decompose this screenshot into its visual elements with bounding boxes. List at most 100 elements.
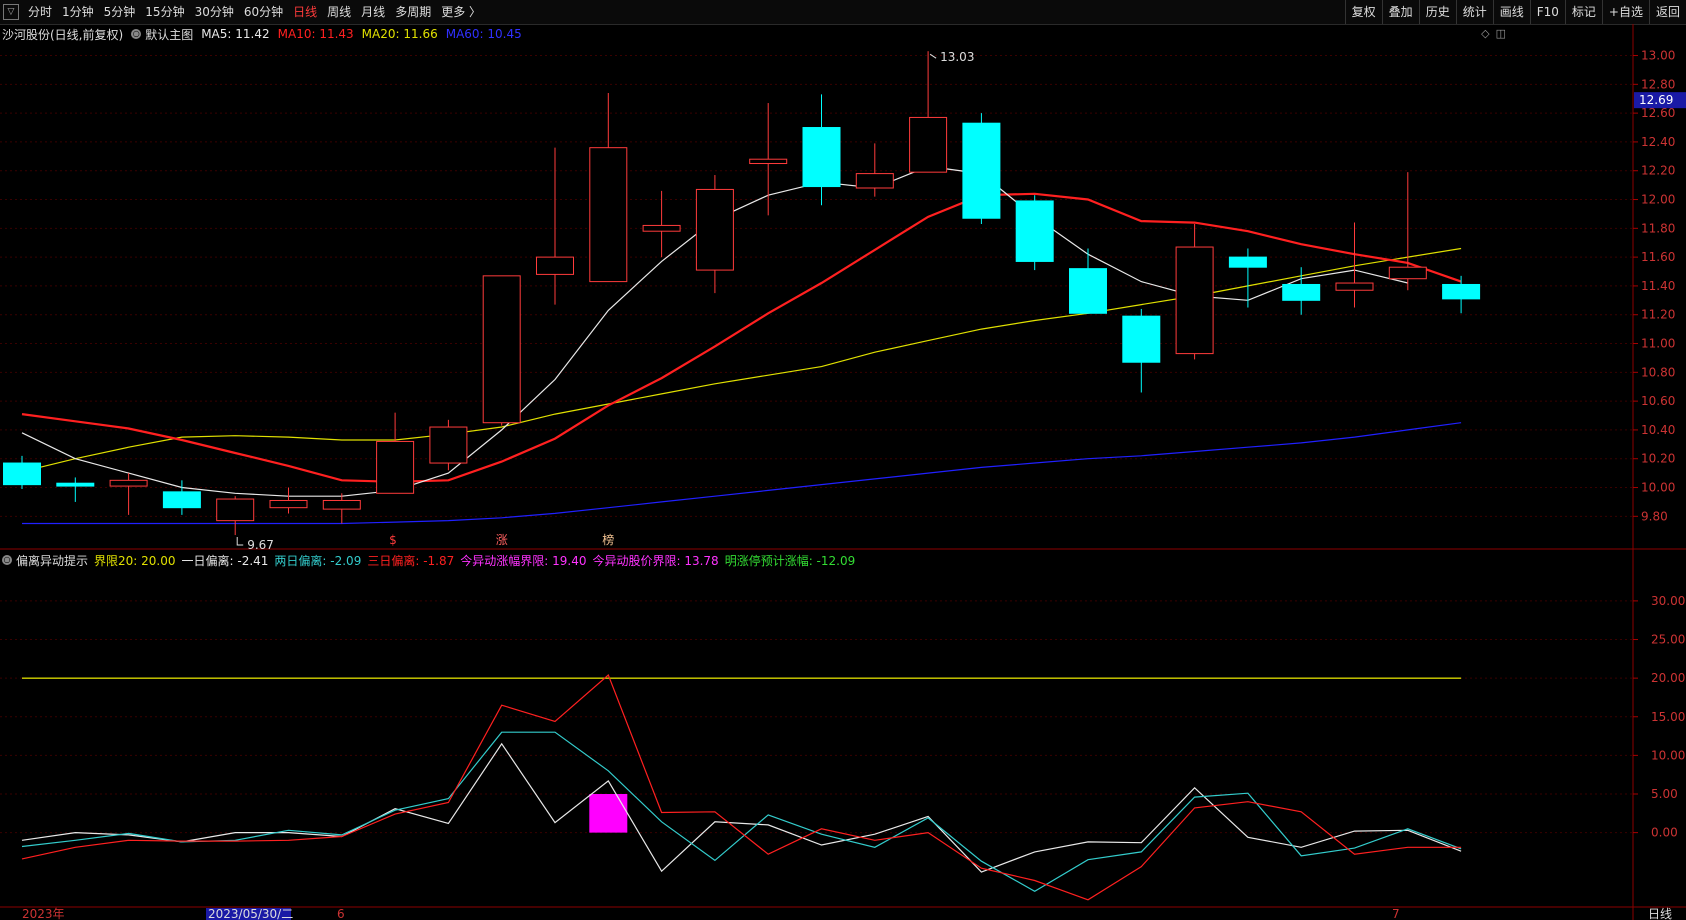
tool-buttons: 复权 叠加 历史 统计 画线 F10 标记 +自选 返回: [1344, 0, 1686, 24]
price-tick-label: 11.00: [1641, 337, 1675, 351]
period-tab-3[interactable]: 15分钟: [145, 5, 185, 19]
candle-body: [1228, 256, 1267, 268]
toolbar: ▽ 分时 1分钟 5分钟 15分钟 30分钟 60分钟 日线 周线 月线 多周期 更多 〉 复权 叠加…: [0, 0, 1686, 25]
tool-button-4[interactable]: 画线: [1492, 0, 1530, 24]
price-tick-label: 12.80: [1641, 77, 1675, 91]
main-info-bar: 沙河股份(日线,前复权) ○ 默认主图 MA5: 11.42 MA10: 11.…: [2, 25, 530, 43]
ma10-line: [21, 192, 1462, 483]
tool-button-6[interactable]: 标记: [1564, 0, 1602, 24]
price-tick-label: 12.20: [1641, 164, 1675, 178]
tool-button-7[interactable]: +自选: [1601, 0, 1649, 24]
rise-limit-value: 今异动涨幅界限: 19.40: [460, 553, 587, 568]
event-marker: 涨: [496, 532, 508, 547]
x-label-0: 2023年: [22, 907, 65, 920]
template-label[interactable]: 默认主图: [145, 27, 194, 42]
price-tick-label: 9.80: [1641, 509, 1668, 523]
period-tab-4[interactable]: 30分钟: [194, 5, 234, 19]
window-icon[interactable]: ◫: [1495, 27, 1506, 40]
low-pointer: [236, 537, 244, 546]
tool-button-1[interactable]: 叠加: [1381, 0, 1419, 24]
high-pointer: [929, 53, 937, 59]
panel-icons: ◇ ◫: [1481, 27, 1506, 40]
candle-body: [322, 499, 361, 510]
price-tick-label: 11.40: [1641, 279, 1675, 293]
candle-body: [1442, 283, 1481, 300]
menu-icon[interactable]: ▽: [3, 4, 19, 20]
candle-body: [749, 158, 788, 165]
ind-tick-label: 30.00: [1651, 594, 1685, 608]
price-tick-label: 10.20: [1641, 452, 1675, 466]
candle-body: [3, 462, 41, 486]
period-tab-0[interactable]: 分时: [28, 5, 53, 19]
candle-body: [1069, 268, 1107, 314]
candle-body: [536, 256, 574, 275]
diamond-icon[interactable]: ◇: [1481, 27, 1490, 40]
ma5-line: [21, 165, 1408, 497]
price-tick-label: 12.60: [1641, 106, 1675, 120]
indicator-settings-icon[interactable]: ○: [2, 555, 12, 565]
settings-icon[interactable]: ○: [131, 29, 142, 39]
candle-body: [376, 440, 415, 494]
candle-body: [802, 127, 841, 188]
day3-value: 三日偏离: -1.87: [367, 553, 455, 568]
price-tick-label: 12.40: [1641, 135, 1675, 149]
candle-body: [109, 479, 148, 487]
ma20-line: [21, 247, 1462, 473]
price-tick-label: 10.80: [1641, 365, 1675, 379]
event-marker: 榜: [602, 532, 614, 547]
ma20-value: MA20: 11.66: [361, 27, 438, 41]
limit-value: 界限20: 20.00: [94, 553, 176, 568]
candle-body: [1388, 266, 1427, 280]
current-price-label: 12.69: [1639, 93, 1673, 107]
x-label-1: 2023/05/30/二: [208, 907, 293, 920]
ind-series-1: [21, 731, 1462, 892]
candle-body: [589, 147, 628, 283]
candle-body: [855, 173, 894, 189]
tool-button-3[interactable]: 统计: [1455, 0, 1493, 24]
tool-button-5[interactable]: F10: [1529, 0, 1565, 24]
anomaly-marker: [589, 794, 628, 833]
candle-body: [1015, 200, 1054, 262]
candle-body: [56, 482, 95, 487]
tool-button-2[interactable]: 历史: [1418, 0, 1456, 24]
next-limit-value: 明涨停预计涨幅: -12.09: [724, 553, 856, 568]
ind-series-0: [21, 742, 1462, 873]
candle-body: [962, 122, 1001, 219]
candle-body: [909, 116, 948, 173]
ind-tick-label: 0.00: [1651, 826, 1678, 840]
tool-button-8[interactable]: 返回: [1648, 0, 1686, 24]
price-tick-label: 11.60: [1641, 250, 1675, 264]
price-tick-label: 12.00: [1641, 193, 1675, 207]
stock-name[interactable]: 沙河股份(日线,前复权): [2, 27, 124, 42]
indicator-name[interactable]: 偏离异动提示: [16, 553, 89, 568]
candle-body: [642, 224, 681, 232]
candle-body: [482, 275, 521, 424]
price-tick-label: 10.40: [1641, 423, 1675, 437]
date-selection: [206, 908, 291, 920]
period-tab-8[interactable]: 月线: [361, 5, 386, 19]
candle-body: [1122, 315, 1161, 363]
period-tab-9[interactable]: 多周期: [395, 5, 432, 19]
day2-value: 两日偏离: -2.09: [274, 553, 362, 568]
price-tick-label: 11.80: [1641, 221, 1675, 235]
ind-tick-label: 20.00: [1651, 671, 1685, 685]
period-tab-7[interactable]: 周线: [327, 5, 352, 19]
ind-tick-label: 5.00: [1651, 787, 1678, 801]
period-tab-2[interactable]: 5分钟: [103, 5, 136, 19]
period-tab-6[interactable]: 日线: [293, 5, 318, 19]
tool-button-0[interactable]: 复权: [1344, 0, 1382, 24]
period-tab-1[interactable]: 1分钟: [62, 5, 94, 19]
period-tab-5[interactable]: 60分钟: [243, 5, 284, 19]
period-tabs: ▽ 分时 1分钟 5分钟 15分钟 30分钟 60分钟 日线 周线 月线 多周期 更多 〉: [0, 0, 486, 24]
x-label-2: 6: [337, 907, 345, 920]
candle-body: [269, 499, 308, 509]
candle-body: [162, 491, 201, 509]
ma5-value: MA5: 11.42: [201, 27, 270, 41]
period-tab-10[interactable]: 更多 〉: [441, 5, 482, 19]
ind-tick-label: 10.00: [1651, 748, 1685, 762]
event-marker: $: [389, 533, 397, 547]
candle-body: [216, 498, 255, 522]
high-label: 13.03: [940, 50, 974, 64]
ma60-value: MA60: 10.45: [445, 27, 522, 41]
